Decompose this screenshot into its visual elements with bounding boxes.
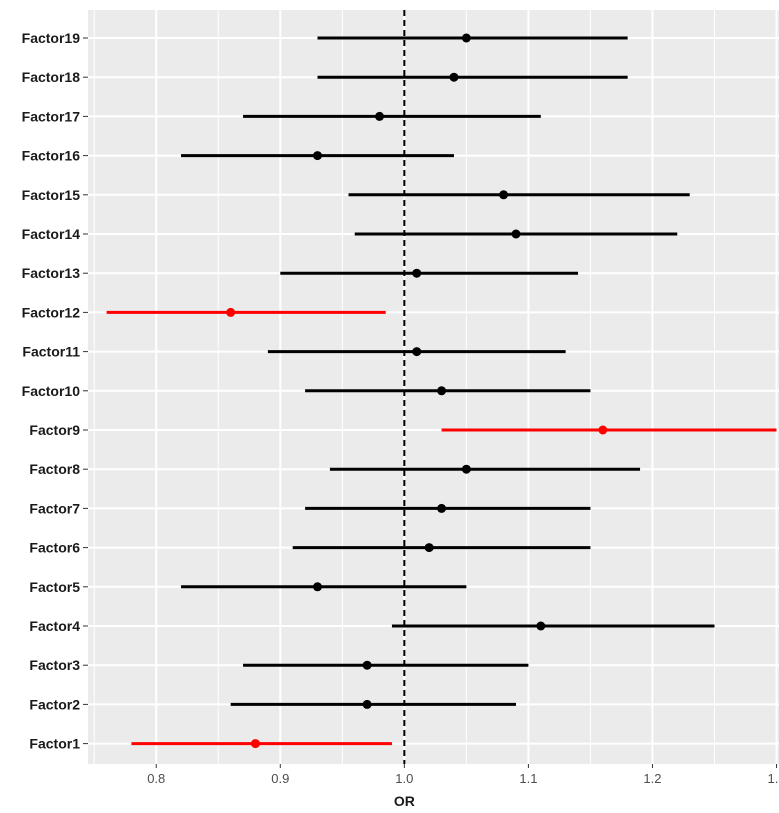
y-tick-label: Factor6 — [29, 540, 80, 556]
or-point-factor3 — [362, 660, 372, 670]
y-tick-label: Factor11 — [22, 344, 80, 360]
y-tick-label: Factor18 — [22, 69, 81, 85]
y-tick-label: Factor16 — [22, 148, 81, 164]
y-tick-label: Factor15 — [22, 187, 81, 203]
y-tick-label: Factor14 — [22, 226, 81, 242]
or-point-factor18 — [449, 72, 459, 82]
y-tick-label: Factor4 — [29, 618, 80, 634]
y-tick-label: Factor3 — [29, 657, 80, 673]
or-point-factor16 — [313, 151, 323, 161]
error-bars — [106, 33, 777, 749]
y-tick-label: Factor8 — [29, 461, 80, 477]
or-point-factor15 — [499, 190, 509, 200]
or-point-factor6 — [424, 543, 434, 553]
or-point-factor10 — [437, 386, 447, 396]
or-point-factor4 — [536, 621, 546, 631]
y-tick-label: Factor17 — [22, 108, 81, 124]
or-point-factor17 — [375, 111, 385, 121]
y-tick-label: Factor2 — [29, 696, 80, 712]
or-point-factor7 — [437, 503, 447, 513]
or-point-factor19 — [461, 33, 471, 43]
or-point-factor8 — [461, 464, 471, 474]
x-tick-label: 1.1 — [519, 771, 537, 786]
y-tick-label: Factor5 — [29, 579, 80, 595]
or-point-factor12 — [226, 307, 236, 317]
x-tick-label: 1.3 — [767, 771, 779, 786]
or-point-factor11 — [412, 347, 422, 357]
x-tick-label: 0.9 — [271, 771, 289, 786]
y-tick-label: Factor12 — [22, 304, 81, 320]
y-axis-labels: Factor19 Factor18 Factor17 Factor16 Factor15… — [22, 30, 88, 752]
y-tick-label: Factor13 — [22, 265, 81, 281]
or-point-factor2 — [362, 699, 372, 709]
or-point-factor13 — [412, 268, 422, 278]
y-tick-label: Factor7 — [29, 500, 80, 516]
y-tick-label: Factor19 — [22, 30, 81, 46]
x-tick-label: 0.8 — [147, 771, 165, 786]
x-axis-labels: 0.8 0.9 1.0 1.1 1.2 1.3 — [147, 764, 779, 786]
panel-background — [88, 10, 779, 764]
or-point-factor5 — [313, 582, 323, 592]
or-point-factor14 — [511, 229, 521, 239]
x-axis-title: OR — [394, 793, 415, 809]
y-tick-label: Factor10 — [22, 383, 81, 399]
x-tick-label: 1.0 — [395, 771, 413, 786]
or-point-factor1 — [250, 739, 260, 749]
y-tick-label: Factor1 — [29, 736, 80, 752]
or-point-factor9 — [598, 425, 608, 435]
y-tick-label: Factor9 — [29, 422, 80, 438]
x-tick-label: 1.2 — [643, 771, 661, 786]
